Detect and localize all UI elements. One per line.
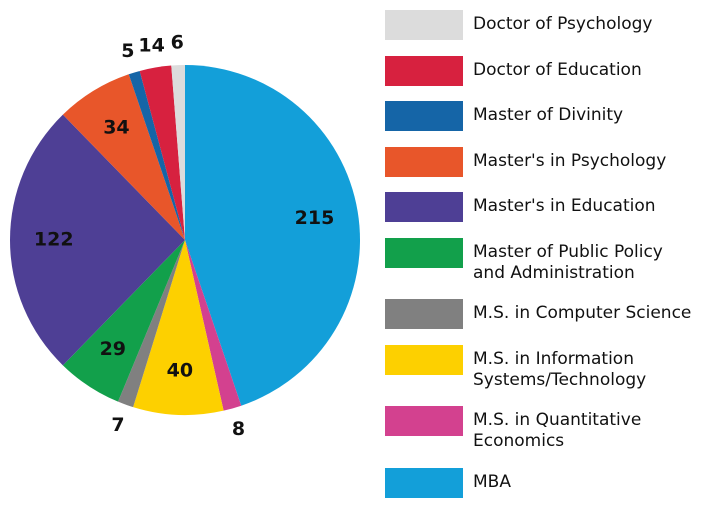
legend-label: Master's in Psychology xyxy=(473,150,667,171)
pie-slice xyxy=(185,65,360,406)
pie-slice xyxy=(62,74,185,240)
legend-swatch xyxy=(385,237,463,268)
legend-swatch xyxy=(385,344,463,375)
pie-slice xyxy=(171,65,185,240)
pie-slice xyxy=(133,240,224,415)
pie-chart: 215 8 40 7 29 122 34 5 14 6 xyxy=(10,32,360,440)
legend-label: Master's in Education xyxy=(473,196,656,217)
legend-swatch xyxy=(385,10,463,40)
legend-item: Master of Divinity xyxy=(385,101,713,132)
pie-slice xyxy=(139,65,185,241)
data-label: 40 xyxy=(167,360,193,382)
data-label: 34 xyxy=(103,117,129,139)
legend-item: M.S. in Computer Science xyxy=(385,299,713,330)
legend-label: Doctor of Education xyxy=(473,59,642,80)
legend-item: Doctor of Education xyxy=(385,55,713,86)
pie-slice xyxy=(62,240,185,402)
legend-item: M.S. in Quantitative Economics xyxy=(385,406,713,452)
data-label: 8 xyxy=(232,418,245,440)
data-label: 14 xyxy=(138,34,164,56)
legend-item: M.S. in Information Systems/Technology xyxy=(385,344,713,391)
legend-label: Doctor of Psychology xyxy=(473,14,653,34)
data-label: 122 xyxy=(34,229,74,251)
pie-slice xyxy=(128,70,185,240)
legend-item: Master of Public Policy and Administrati… xyxy=(385,237,713,284)
data-label: 215 xyxy=(295,207,335,229)
legend-swatch xyxy=(385,101,463,132)
data-label: 5 xyxy=(121,40,134,62)
data-label: 7 xyxy=(111,414,124,436)
legend-item: Doctor of Psychology xyxy=(385,10,713,40)
legend-label: M.S. in Quantitative Economics xyxy=(473,410,642,452)
legend-label: Master of Public Policy and Administrati… xyxy=(473,241,663,283)
legend: Doctor of Psychology Doctor of Education M… xyxy=(385,10,713,498)
legend-label: M.S. in Information Systems/Technology xyxy=(473,348,647,390)
legend-item: MBA xyxy=(385,467,713,498)
pie-slice xyxy=(10,114,186,366)
legend-item: Master's in Education xyxy=(385,192,713,223)
legend-label: MBA xyxy=(473,471,511,492)
legend-swatch xyxy=(385,55,463,86)
legend-label: M.S. in Computer Science xyxy=(473,303,692,324)
data-label: 29 xyxy=(100,338,126,360)
legend-item: Master's in Psychology xyxy=(385,146,713,177)
legend-swatch xyxy=(385,146,463,177)
legend-swatch xyxy=(385,467,463,498)
legend-label: Master of Divinity xyxy=(473,105,624,126)
legend-swatch xyxy=(385,406,463,437)
legend-swatch xyxy=(385,192,463,223)
pie-slice xyxy=(185,240,242,411)
data-label: 6 xyxy=(171,32,184,54)
legend-swatch xyxy=(385,299,463,330)
pie-slice xyxy=(118,240,185,408)
